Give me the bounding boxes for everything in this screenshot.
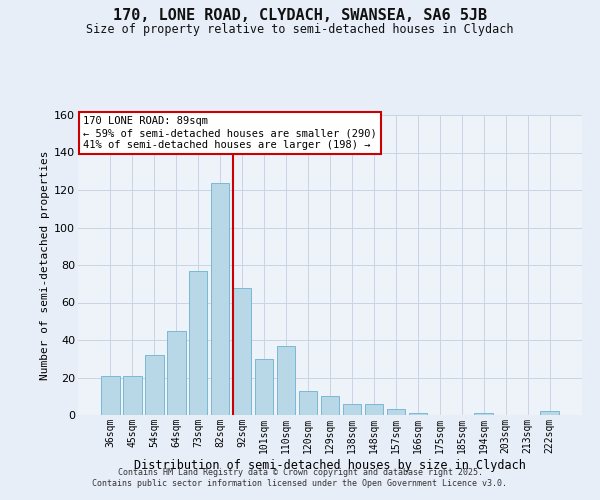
Bar <box>277 346 295 415</box>
Bar <box>475 413 493 415</box>
Bar <box>409 413 427 415</box>
Bar <box>255 359 274 415</box>
Bar <box>189 270 208 415</box>
Bar <box>101 376 119 415</box>
X-axis label: Distribution of semi-detached houses by size in Clydach: Distribution of semi-detached houses by … <box>134 458 526 471</box>
Bar <box>299 390 317 415</box>
Bar <box>167 330 185 415</box>
Bar <box>233 288 251 415</box>
Bar <box>211 182 229 415</box>
Bar <box>386 410 405 415</box>
Bar <box>365 404 383 415</box>
Text: 170 LONE ROAD: 89sqm
← 59% of semi-detached houses are smaller (290)
41% of semi: 170 LONE ROAD: 89sqm ← 59% of semi-detac… <box>83 116 377 150</box>
Text: Size of property relative to semi-detached houses in Clydach: Size of property relative to semi-detach… <box>86 22 514 36</box>
Bar <box>541 411 559 415</box>
Y-axis label: Number of semi-detached properties: Number of semi-detached properties <box>40 150 50 380</box>
Text: Contains HM Land Registry data © Crown copyright and database right 2025.
Contai: Contains HM Land Registry data © Crown c… <box>92 468 508 487</box>
Text: 170, LONE ROAD, CLYDACH, SWANSEA, SA6 5JB: 170, LONE ROAD, CLYDACH, SWANSEA, SA6 5J… <box>113 8 487 22</box>
Bar <box>123 376 142 415</box>
Bar <box>320 396 340 415</box>
Bar <box>343 404 361 415</box>
Bar <box>145 355 164 415</box>
